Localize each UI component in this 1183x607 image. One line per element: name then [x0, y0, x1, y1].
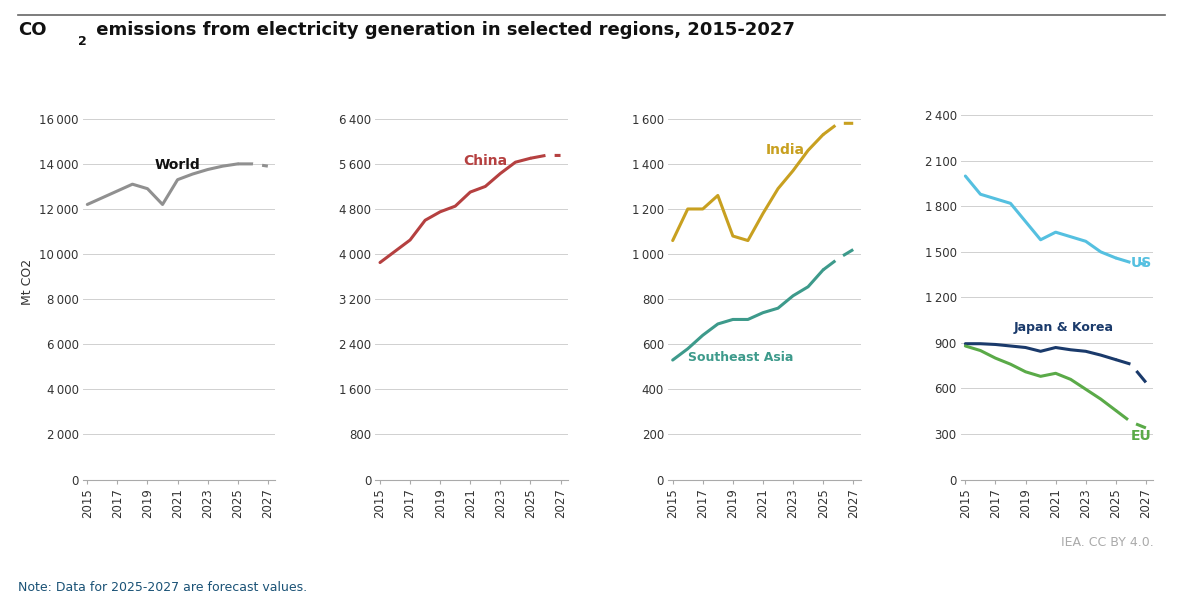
Text: 2: 2: [78, 35, 86, 47]
Text: World: World: [155, 158, 200, 172]
Text: CO: CO: [18, 21, 46, 39]
Text: emissions from electricity generation in selected regions, 2015-2027: emissions from electricity generation in…: [90, 21, 795, 39]
Text: China: China: [464, 154, 508, 168]
Text: Japan & Korea: Japan & Korea: [1013, 321, 1113, 334]
Text: Southeast Asia: Southeast Asia: [687, 351, 793, 364]
Text: US: US: [1131, 256, 1152, 270]
Text: EU: EU: [1131, 430, 1151, 444]
Text: IEA. CC BY 4.0.: IEA. CC BY 4.0.: [1061, 537, 1153, 549]
Y-axis label: Mt CO2: Mt CO2: [20, 259, 33, 305]
Text: Note: Data for 2025-2027 are forecast values.: Note: Data for 2025-2027 are forecast va…: [18, 581, 306, 594]
Text: India: India: [767, 143, 804, 157]
